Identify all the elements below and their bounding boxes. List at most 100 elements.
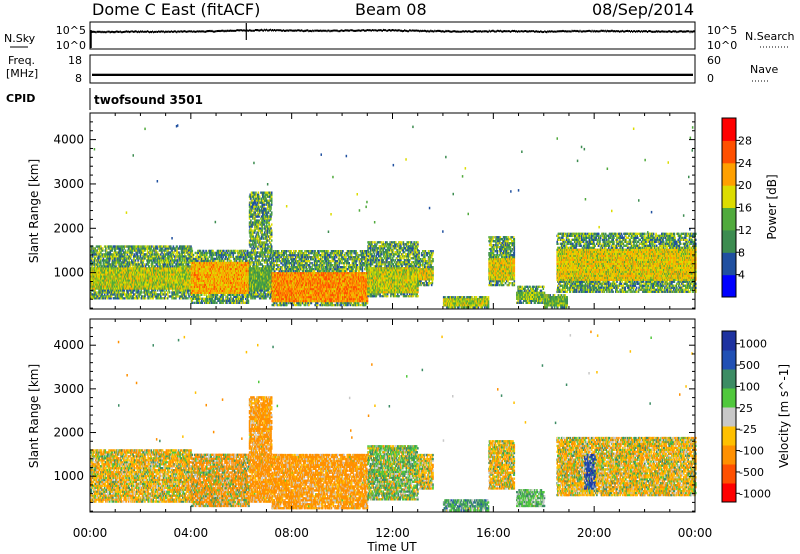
power-cell (135, 259, 137, 261)
power-cell (105, 245, 107, 247)
power-cell (139, 263, 141, 265)
power-cell (104, 293, 106, 295)
power-cell (126, 259, 128, 261)
power-cell (144, 249, 146, 251)
power-cell (161, 245, 163, 247)
power-cell (159, 261, 161, 263)
power-cell (168, 259, 170, 261)
power-cell (149, 261, 151, 263)
power-cell (94, 261, 96, 263)
power-cell (161, 261, 163, 263)
power-cell (116, 255, 118, 257)
power-cell (142, 265, 144, 267)
noise-left-label: N.Sky (4, 32, 36, 45)
power-cell (164, 249, 166, 251)
power-cell (159, 263, 161, 265)
power-cell (122, 249, 124, 251)
noise-left-tick-top: 10^5 (56, 24, 86, 37)
power-cell (137, 247, 139, 249)
power-cell (100, 261, 102, 263)
beam-title: Beam 08 (355, 0, 427, 19)
power-cell (113, 263, 115, 265)
power-cell (163, 289, 165, 291)
power-cell (139, 247, 141, 249)
power-cell (127, 251, 129, 253)
power-cell (127, 291, 129, 293)
power-cell (137, 251, 139, 253)
power-cell (148, 289, 150, 291)
power-cell (118, 289, 120, 291)
nave-label: Nave (750, 63, 778, 76)
power-cell (100, 257, 102, 259)
power-cell (145, 297, 147, 299)
power-cell (112, 259, 114, 261)
station-title: Dome C East (fitACF) (92, 0, 260, 19)
power-cell (155, 257, 157, 259)
power-cell (166, 289, 168, 291)
power-cell (115, 249, 117, 251)
frequency-panel: Freq. [MHz] 18 8 60 0 Nave (6, 54, 778, 85)
power-cell (94, 247, 96, 249)
power-cell (111, 245, 113, 247)
power-cell (113, 293, 115, 295)
power-cell (111, 295, 113, 297)
power-cell (122, 265, 124, 267)
power-cell (99, 249, 101, 251)
noise-right-label: N.Search (745, 30, 795, 43)
power-cell (152, 251, 154, 253)
power-cell (96, 293, 98, 295)
nave-tick-bottom: 0 (707, 72, 714, 85)
power-cell (100, 255, 102, 257)
power-cell (147, 263, 149, 265)
cpid-panel: CPID twofsound 3501 (6, 88, 203, 110)
power-cell (99, 265, 101, 267)
power-cell (159, 293, 161, 295)
power-cell (132, 261, 134, 263)
power-cell (137, 261, 139, 263)
power-cell (143, 259, 145, 261)
power-cell (132, 251, 134, 253)
power-cell (154, 255, 156, 257)
nave-tick-top: 60 (707, 54, 721, 67)
power-cell (130, 265, 132, 267)
power-cell (105, 247, 107, 249)
power-cell (138, 255, 140, 257)
power-cell (154, 259, 156, 261)
frequency-band (92, 74, 693, 76)
power-cell (118, 261, 120, 263)
power-cell (100, 263, 102, 265)
noise-left-tick-bottom: 10^0 (56, 39, 86, 52)
power-cell (130, 257, 132, 259)
power-cell (106, 249, 108, 251)
power-cell (101, 293, 103, 295)
power-cell (167, 293, 169, 295)
power-cell (161, 249, 163, 251)
power-cell (92, 265, 94, 267)
power-cell (151, 259, 153, 261)
power-cell (102, 291, 104, 293)
power-cell (152, 255, 154, 257)
noise-right-tick-top: 10^5 (707, 24, 737, 37)
power-cell (144, 257, 146, 259)
power-cell (154, 289, 156, 291)
power-cell (91, 259, 93, 261)
power-cell (149, 265, 151, 267)
power-cell (119, 291, 121, 293)
power-cell (168, 289, 170, 291)
power-cell (124, 255, 126, 257)
power-cell (94, 289, 96, 291)
power-cell (102, 249, 104, 251)
power-cell (159, 255, 161, 257)
frequency-tick-bottom: 8 (75, 72, 82, 85)
cpid-program: twofsound 3501 (94, 93, 203, 107)
power-cell (153, 245, 155, 247)
power-cell (128, 259, 130, 261)
power-cell (108, 261, 110, 263)
power-cell (114, 291, 116, 293)
power-cell (125, 249, 127, 251)
power-cell (140, 255, 142, 257)
power-cell (151, 245, 153, 247)
power-cell (148, 255, 150, 257)
power-cell (91, 249, 93, 251)
power-cell (115, 265, 117, 267)
